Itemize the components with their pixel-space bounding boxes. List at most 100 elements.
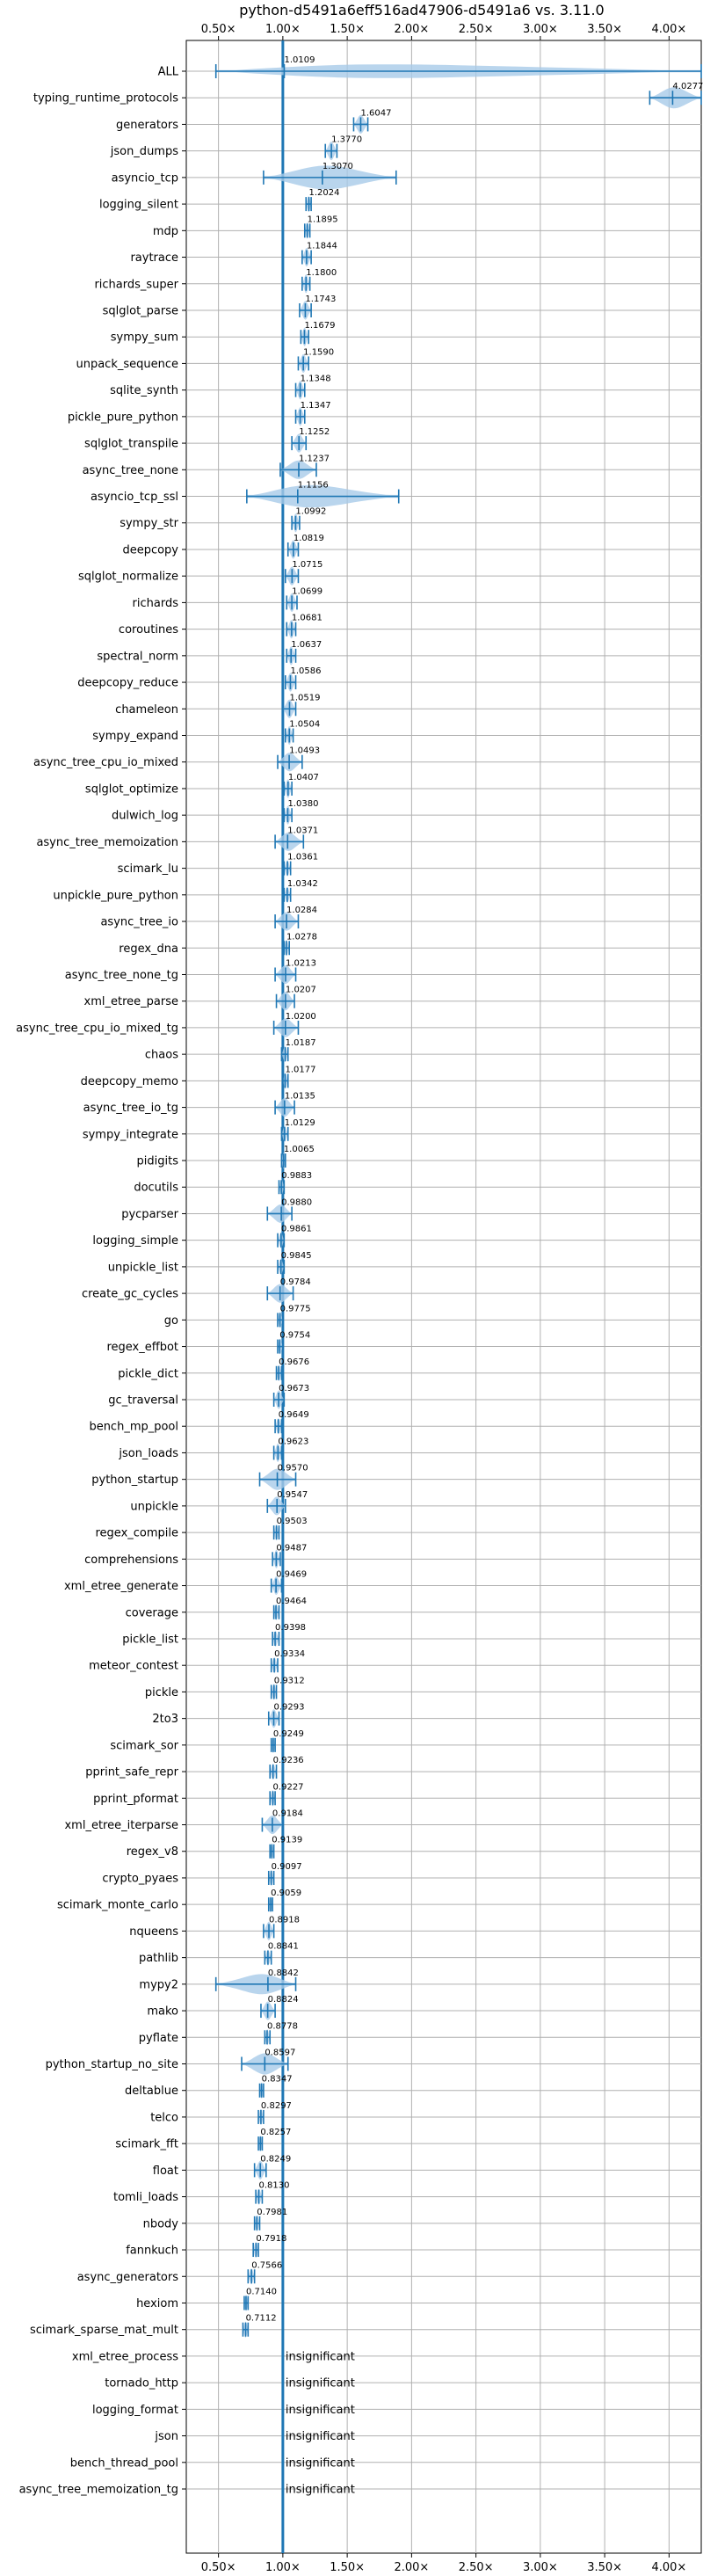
- insignificant-label: insignificant: [286, 2456, 355, 2470]
- value-label: 0.9249: [273, 1729, 304, 1739]
- violins: 1.0109 4.0277 1.6047 1.3770 1.3070 1.2024 1.18…: [214, 55, 703, 2497]
- category-label: async_tree_io_tg: [83, 1102, 178, 1115]
- category-label: regex_compile: [95, 1527, 178, 1540]
- category-label: deepcopy_memo: [81, 1075, 178, 1088]
- violin-generators: 1.6047: [352, 108, 391, 134]
- category-label: async_tree_cpu_io_mixed_tg: [16, 1022, 178, 1035]
- value-label: 1.0109: [284, 55, 315, 65]
- category-label: pickle_list: [122, 1633, 178, 1646]
- x-tick-label-bottom: 1.50×: [330, 2561, 365, 2574]
- violin-sqlglot_normalize: 1.0715: [285, 560, 323, 586]
- category-label: coroutines: [119, 623, 178, 637]
- category-labels: ALL typing_runtime_protocols generators jso…: [16, 66, 179, 2497]
- value-label: 1.0065: [284, 1145, 315, 1154]
- value-label: 1.0278: [286, 932, 317, 942]
- value-label: 0.7566: [251, 2260, 282, 2270]
- category-label: sqlglot_transpile: [84, 438, 178, 451]
- violin-pycparser: 0.9880: [266, 1197, 312, 1223]
- value-label: 1.0187: [286, 1038, 316, 1048]
- value-label: 0.9754: [279, 1331, 310, 1341]
- category-label: xml_etree_process: [72, 2350, 178, 2363]
- category-label: sqlite_synth: [110, 384, 178, 397]
- violin-comprehensions: 0.9487: [272, 1543, 307, 1568]
- violin-scimark_sparse_mat_mult: 0.7112: [242, 2314, 277, 2338]
- category-label: chaos: [145, 1049, 178, 1062]
- value-label: 0.7112: [246, 2314, 277, 2324]
- violin-async_tree_cpu_io_mixed: 1.0493: [277, 746, 320, 772]
- value-label: 1.1347: [301, 401, 331, 411]
- violin-2to3: 0.9293: [267, 1703, 305, 1728]
- value-label: 0.9334: [274, 1649, 305, 1659]
- value-label: 1.1679: [304, 321, 335, 331]
- violin-pickle_dict: 0.9676: [275, 1357, 309, 1381]
- value-label: 0.9293: [274, 1703, 305, 1713]
- violin-regex_dna: 1.0278: [283, 932, 317, 957]
- category-label: pprint_pformat: [93, 1793, 178, 1806]
- category-label: tornado_http: [105, 2377, 178, 2390]
- violin-python_startup_no_site: 0.8597: [241, 2048, 295, 2075]
- category-label: sympy_sum: [111, 331, 178, 345]
- value-label: 1.0129: [285, 1118, 315, 1128]
- category-label: unpickle_pure_python: [53, 889, 178, 902]
- value-label: 1.0284: [286, 906, 317, 915]
- violin-xml_etree_generate: 0.9469: [270, 1570, 307, 1595]
- value-label: 1.1743: [305, 295, 336, 304]
- category-label: mdp: [153, 225, 178, 238]
- value-label: 0.7981: [257, 2208, 287, 2217]
- value-label: 0.9570: [278, 1464, 308, 1474]
- value-label: 0.9139: [272, 1836, 302, 1845]
- category-label: asyncio_tcp_ssl: [91, 491, 178, 504]
- violin-regex_v8: 0.9139: [269, 1836, 302, 1859]
- value-label: 1.0519: [289, 693, 320, 702]
- x-tick-label-top: 4.00×: [651, 23, 686, 36]
- violin-json_dumps: 1.3770: [324, 135, 362, 161]
- value-label: 1.0586: [290, 666, 321, 676]
- category-label: sqlglot_normalize: [78, 571, 178, 584]
- violin-scimark_lu: 1.0361: [283, 853, 318, 877]
- category-label: async_tree_io: [100, 916, 178, 929]
- violin-xml_etree_parse: 1.0207: [275, 986, 316, 1011]
- violin-pprint_safe_repr: 0.9236: [269, 1756, 304, 1780]
- category-label: python_startup_no_site: [46, 2058, 178, 2071]
- violin-coroutines: 1.0681: [286, 614, 323, 639]
- value-label: 1.0177: [285, 1065, 315, 1074]
- value-label: 0.9547: [277, 1490, 308, 1500]
- plot-area-frame: [185, 40, 702, 2554]
- violin-async_tree_none_tg: 1.0213: [274, 958, 316, 985]
- value-label: 0.9623: [278, 1437, 308, 1446]
- x-tick-label-top: 1.00×: [265, 23, 301, 36]
- violin-richards: 1.0699: [286, 586, 323, 612]
- category-label: python_startup: [91, 1474, 178, 1487]
- violin-ALL: 1.0109: [214, 55, 702, 78]
- value-label: 1.0681: [292, 614, 323, 623]
- category-label: deepcopy: [122, 543, 178, 557]
- violin-sympy_expand: 1.0504: [285, 720, 320, 746]
- violin-typing_runtime_protocols: 4.0277: [649, 82, 703, 109]
- value-label: 0.8249: [260, 2154, 291, 2164]
- category-label: scimark_sparse_mat_mult: [30, 2324, 178, 2337]
- category-label: scimark_sor: [110, 1739, 178, 1752]
- value-label: 1.0715: [292, 560, 323, 570]
- violin-async_tree_io_tg: 1.0135: [274, 1092, 315, 1117]
- category-label: regex_v8: [127, 1845, 178, 1859]
- category-label: gc_traversal: [108, 1394, 178, 1408]
- category-label: typing_runtime_protocols: [33, 92, 178, 106]
- category-label: sympy_integrate: [83, 1128, 178, 1141]
- category-label: xml_etree_iterparse: [64, 1819, 178, 1832]
- category-label: logging_silent: [99, 199, 178, 212]
- violin-crypto_pyaes: 0.9097: [267, 1862, 302, 1886]
- category-label: meteor_contest: [89, 1660, 178, 1673]
- value-label: 1.0135: [285, 1092, 315, 1102]
- value-label: 1.1844: [307, 242, 337, 251]
- violin-xml_etree_iterparse: 0.9184: [261, 1809, 303, 1835]
- category-label: unpack_sequence: [76, 358, 178, 371]
- category-label: xml_etree_parse: [84, 995, 178, 1008]
- value-label: 0.9861: [281, 1225, 312, 1234]
- insignificant-label: insignificant: [286, 2377, 355, 2390]
- category-label: go: [164, 1314, 178, 1328]
- violin-pidigits: 1.0065: [280, 1145, 315, 1169]
- violin-docutils: 0.9883: [278, 1171, 312, 1196]
- category-label: fannkuch: [126, 2245, 178, 2258]
- category-label: comprehensions: [84, 1554, 178, 1567]
